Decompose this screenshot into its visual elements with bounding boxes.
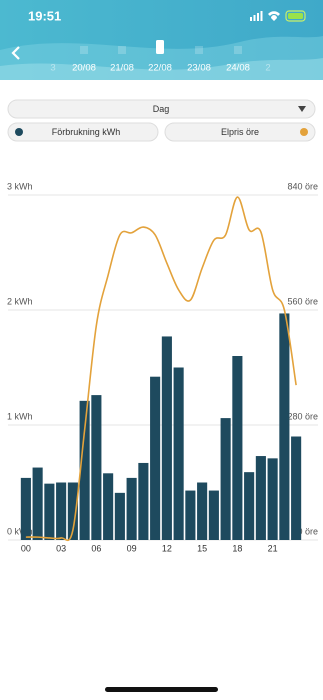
bar <box>244 472 255 540</box>
legend-label: Förbrukning kWh <box>52 127 121 137</box>
x-tick-label: 21 <box>268 543 278 553</box>
bar <box>185 490 196 540</box>
bar <box>32 467 43 540</box>
bar <box>291 436 302 540</box>
x-tick-label: 15 <box>197 543 207 553</box>
x-tick-label: 06 <box>91 543 101 553</box>
bar <box>255 456 266 540</box>
x-tick-label: 00 <box>21 543 31 553</box>
dropdown-label: Dag <box>153 104 170 114</box>
back-button[interactable] <box>11 46 20 60</box>
home-indicator <box>105 687 218 692</box>
legend-dot <box>15 128 23 136</box>
date-label: 21/08 <box>110 63 134 74</box>
date-label: 23/08 <box>187 63 211 74</box>
header-wave <box>0 58 323 80</box>
legend-toggle[interactable]: Förbrukning kWh <box>7 122 159 142</box>
day-marker <box>195 46 203 54</box>
bar <box>197 482 208 540</box>
status-icons <box>250 10 306 22</box>
bar <box>220 418 231 540</box>
legend-toggle[interactable]: Elpris öre <box>164 122 316 142</box>
bar <box>44 483 55 540</box>
bar <box>91 395 102 540</box>
bar <box>279 313 290 540</box>
bar <box>208 490 219 540</box>
bar <box>267 458 278 540</box>
x-tick-label: 09 <box>127 543 137 553</box>
y-tick-label: 2 kWh <box>7 296 33 306</box>
bar <box>56 482 67 540</box>
status-time: 19:51 <box>28 8 61 23</box>
day-marker <box>234 46 242 54</box>
day-marker <box>80 46 88 54</box>
y2-tick-label: 0 öre <box>297 526 318 536</box>
y-tick-label: 1 kWh <box>7 411 33 421</box>
y-tick-label: 3 kWh <box>7 181 33 191</box>
y2-tick-label: 280 öre <box>287 411 318 421</box>
bar <box>114 492 125 540</box>
date-strip[interactable]: 3 20/08 21/08 22/08 23/08 24/08 2 <box>50 40 271 74</box>
legend-label: Elpris öre <box>221 127 259 137</box>
chart: 0 kWh 1 kWh 2 kWh 3 kWh 0 öre 280 öre 560 öre 8… <box>7 181 318 553</box>
date-label: 3 <box>50 63 55 74</box>
x-tick-label: 03 <box>56 543 66 553</box>
bar <box>103 473 114 540</box>
bar <box>232 356 243 540</box>
x-tick-label: 18 <box>232 543 242 553</box>
bar <box>138 462 149 540</box>
bar <box>67 482 78 540</box>
bar <box>173 367 184 540</box>
y2-tick-label: 560 öre <box>287 296 318 306</box>
bar <box>126 477 137 540</box>
bar <box>79 400 90 540</box>
date-label: 22/08 <box>148 63 172 74</box>
y-tick-label: 0 kWh <box>7 526 33 536</box>
dropdown[interactable]: Dag <box>7 99 316 119</box>
price-line <box>25 196 297 542</box>
bar <box>150 376 161 540</box>
date-label: 24/08 <box>226 63 250 74</box>
date-label: 20/08 <box>72 63 96 74</box>
x-tick-label: 12 <box>162 543 172 553</box>
legend-dot <box>300 128 308 136</box>
date-label: 2 <box>265 63 270 74</box>
y2-tick-label: 840 öre <box>287 181 318 191</box>
bar <box>161 336 172 540</box>
bar <box>20 477 31 540</box>
day-marker <box>118 46 126 54</box>
selected-marker <box>156 40 164 54</box>
